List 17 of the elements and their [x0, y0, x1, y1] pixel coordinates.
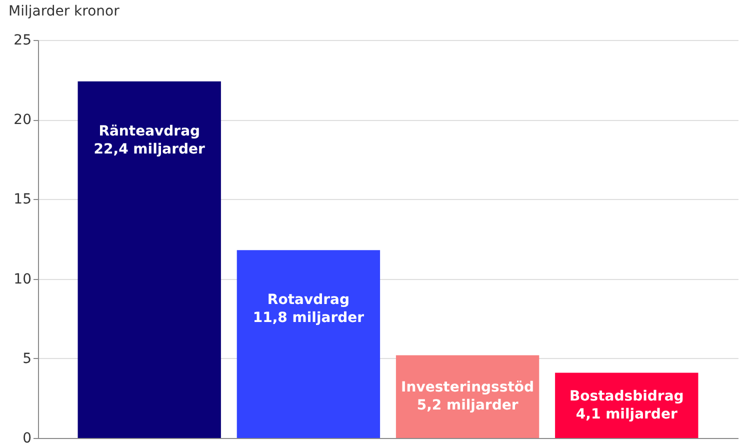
data-label: 4,1 miljarder	[576, 406, 678, 422]
data-label: 22,4 miljarder	[94, 141, 206, 158]
y-axis-title: Miljarder kronor	[8, 4, 120, 20]
bar	[236, 250, 380, 438]
y-tick-label: 20	[14, 112, 32, 128]
x-tick-label: Ränteavdrag	[98, 123, 200, 140]
bar	[78, 81, 221, 438]
y-tick-label: 5	[22, 350, 32, 367]
y-tick-label: 10	[14, 271, 32, 288]
y-tick-label: 25	[14, 32, 32, 48]
data-label: 11,8 miljarder	[252, 310, 364, 326]
x-tick-label: Rotavdrag	[267, 292, 350, 308]
y-tick-label: 0	[22, 430, 32, 446]
x-tick-label: Bostadsbidrag	[569, 388, 684, 404]
y-tick-label: 15	[14, 192, 32, 208]
x-tick-label: Investeringsstöd	[401, 380, 534, 396]
data-label: 5,2 miljarder	[416, 398, 518, 414]
